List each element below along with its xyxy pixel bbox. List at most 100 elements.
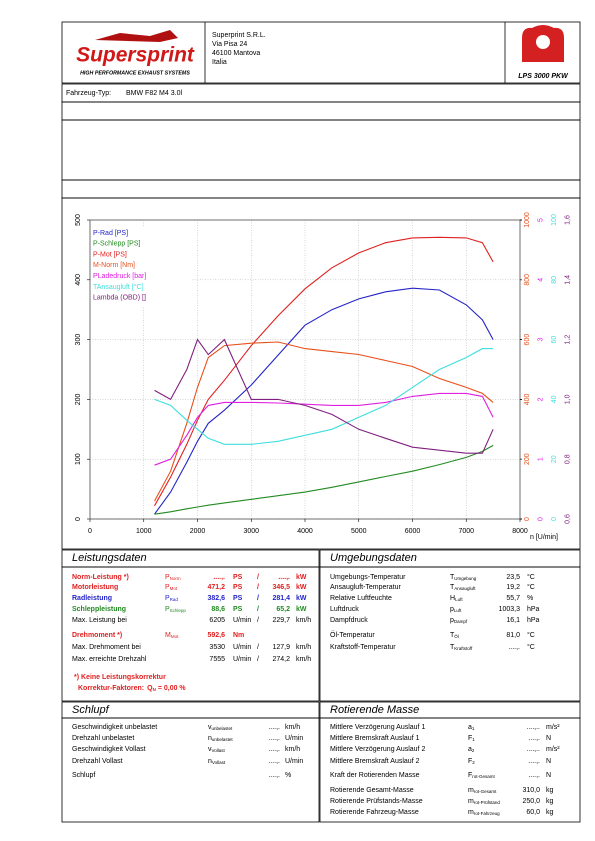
row-value: kg <box>546 787 554 794</box>
row-value: km/h <box>285 724 300 731</box>
symbol: a1 <box>468 724 475 731</box>
symbol-base: m <box>468 809 474 816</box>
symbol-base: p <box>450 617 454 624</box>
x-tick-label: 8000 <box>512 528 528 535</box>
symbol-subscript: Vollast <box>212 760 226 765</box>
row-value: kg <box>546 798 554 805</box>
row-value: 7555 <box>209 656 225 663</box>
symbol-base: v <box>208 724 212 731</box>
series-line <box>154 338 494 454</box>
row-value: PS <box>233 584 243 591</box>
row-value: kW <box>296 584 307 591</box>
row-value: °C <box>527 573 535 581</box>
row-value: / <box>257 574 259 581</box>
symbol: Frot-Gesamt <box>468 772 496 779</box>
row-label: Dampfdruck <box>330 617 368 624</box>
row-value: kW <box>296 574 307 581</box>
right-axis-tick-label: 800 <box>524 274 531 286</box>
legend-entry: P-Schlepp [PS] <box>93 241 141 248</box>
symbol-subscript: 1 <box>472 726 475 731</box>
symbol: PNorm <box>165 574 181 581</box>
y-tick-label: 300 <box>75 334 82 346</box>
row-label: Mittlere Bremskraft Auslauf 1 <box>330 735 420 742</box>
symbol-subscript: rot-Prüfstand <box>474 800 501 805</box>
x-tick-label: 4000 <box>297 528 313 535</box>
x-tick-label: 7000 <box>458 528 474 535</box>
symbol-subscript: Mot <box>170 586 178 591</box>
right-axis-tick-label: 1,0 <box>564 394 571 404</box>
note: Korrektur-Faktoren: QN = 0,00 % <box>78 685 186 692</box>
symbol: TUmgebung <box>450 574 477 581</box>
row-value: °C <box>527 583 535 591</box>
row-value: 6205 <box>209 617 225 624</box>
section-box <box>319 566 581 702</box>
symbol-base: F <box>468 735 472 742</box>
row-label: Relative Luftfeuchte <box>330 595 392 602</box>
legend: P-Rad [PS] P-Schlepp [PS] P-Mot [PS] M-Norm… <box>91 226 191 306</box>
row-value: ....,. <box>268 724 280 731</box>
symbol-subscript: Norm <box>170 576 181 581</box>
x-tick-label: 2000 <box>190 528 206 535</box>
row-label: Kraft der Rotierenden Masse <box>330 772 420 779</box>
legend-entry: P-Rad [PS] <box>93 230 128 237</box>
symbol: TÖl <box>450 632 459 639</box>
row-value: 23,5 <box>506 574 520 581</box>
row-value: 229,7 <box>272 617 290 624</box>
row-value: PS <box>233 606 243 613</box>
symbol: mrot-Fahrzeug <box>468 809 500 816</box>
row-value: °C <box>527 631 535 639</box>
y-tick-label: 400 <box>75 274 82 286</box>
row-value: ....,. <box>528 735 540 742</box>
row-value: 281,4 <box>272 595 290 602</box>
product-name: LPS 3000 PKW <box>518 73 569 80</box>
right-axis-tick-label: 1000 <box>524 212 531 228</box>
symbol: vunbelastet <box>208 724 233 731</box>
row-value: U/min <box>285 758 303 765</box>
product-logo-mark <box>536 35 550 49</box>
row-label: Umgebungs-Temperatur <box>330 574 406 581</box>
symbol: nVollast <box>208 758 226 765</box>
series-line <box>154 287 494 515</box>
row-label: Drehzahl unbelastet <box>72 735 134 742</box>
symbol-base: n <box>208 758 212 765</box>
row-value: % <box>527 595 533 602</box>
row-value: / <box>257 606 259 613</box>
address-line: Superprint S.R.L. <box>212 32 266 39</box>
row-value: 310,0 <box>522 787 540 794</box>
legend-entry: PLadedruck [bar] <box>93 273 146 280</box>
symbol-base: m <box>468 787 474 794</box>
row-value: ....,. <box>278 574 290 581</box>
section-box <box>319 717 581 823</box>
row-value: U/min <box>233 656 251 663</box>
right-axis-tick-label: 0,8 <box>564 454 571 464</box>
symbol-base: F <box>468 758 472 765</box>
row-value: % <box>285 772 291 779</box>
symbol-base: T <box>450 584 455 591</box>
row-label: Mittlere Verzögerung Auslauf 1 <box>330 724 425 731</box>
row-value: U/min <box>285 735 303 742</box>
right-axis-tick-label: 600 <box>524 334 531 346</box>
y-tick-label: 200 <box>75 393 82 405</box>
symbol-subscript: 2 <box>472 760 475 765</box>
row-label: Drehzahl Vollast <box>72 758 123 765</box>
row-value: 1003,3 <box>499 606 521 613</box>
row-label: Rotierende Fahrzeug-Masse <box>330 809 419 816</box>
row-value: km/h <box>285 746 300 753</box>
row-label: Radleistung <box>72 595 112 602</box>
row-value: ....,. <box>528 758 540 765</box>
symbol-base: M <box>165 632 171 639</box>
symbol-base: H <box>450 595 455 602</box>
right-axis-tick-label: 3 <box>537 338 544 342</box>
row-label: Max. Leistung bei <box>72 617 127 624</box>
row-label: Geschwindigkeit Vollast <box>72 746 146 753</box>
row-label: Drehmoment *) <box>72 632 122 639</box>
section-title: Leistungsdaten <box>72 552 147 564</box>
right-axis-tick-label: 40 <box>551 395 558 403</box>
row-label: Schlupf <box>72 772 95 779</box>
legend-entry: TAnsaugluft [°C] <box>93 283 144 291</box>
symbol-base: a <box>468 746 472 753</box>
logo-horse <box>95 30 178 42</box>
row-value: PS <box>233 574 243 581</box>
row-value: 55,7 <box>506 595 520 602</box>
